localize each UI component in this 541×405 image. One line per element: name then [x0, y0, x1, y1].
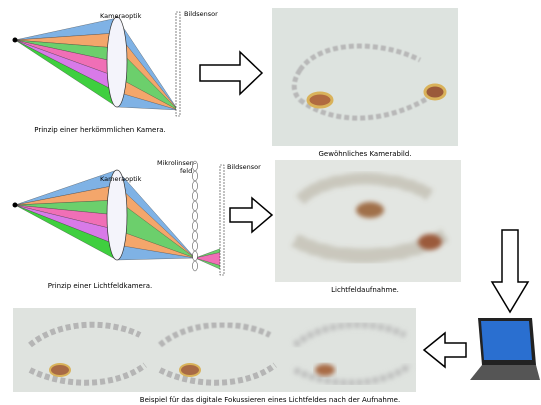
arrow-left	[422, 331, 467, 369]
photo-caption: Gewöhnliches Kamerabild.	[318, 150, 411, 158]
sensor-label: Bildsensor	[227, 163, 261, 171]
arrow-right	[229, 196, 274, 234]
photo-lightfield: Lichtfeldaufnahme.	[275, 160, 461, 294]
sensor-label: Bildsensor	[184, 10, 218, 18]
laptop	[470, 318, 540, 380]
arrow-right	[199, 50, 264, 96]
microlens-label: feld	[180, 167, 192, 175]
caption: Prinzip einer herkömmlichen Kamera.	[34, 126, 166, 134]
caption: Prinzip einer Lichtfeldkamera.	[48, 282, 153, 290]
photo-caption: Lichtfeldaufnahme.	[331, 286, 399, 294]
conventional-camera: Kameraoptik Bildsensor Prinzip einer her…	[12, 10, 218, 134]
lightfield-camera: Kameraoptik Mikrolinsen- feld Bildsensor…	[12, 159, 261, 290]
photo-refocused: Beispiel für das digitale Fokussieren ei…	[13, 308, 416, 404]
photo-sharp: Gewöhnliches Kamerabild.	[272, 8, 458, 158]
caption: Beispiel für das digitale Fokussieren ei…	[140, 396, 400, 404]
microlens-label: Mikrolinsen-	[157, 159, 197, 167]
lens-label: Kameraoptik	[100, 12, 142, 20]
arrow-down	[490, 229, 530, 314]
lens-label: Kameraoptik	[100, 175, 142, 183]
